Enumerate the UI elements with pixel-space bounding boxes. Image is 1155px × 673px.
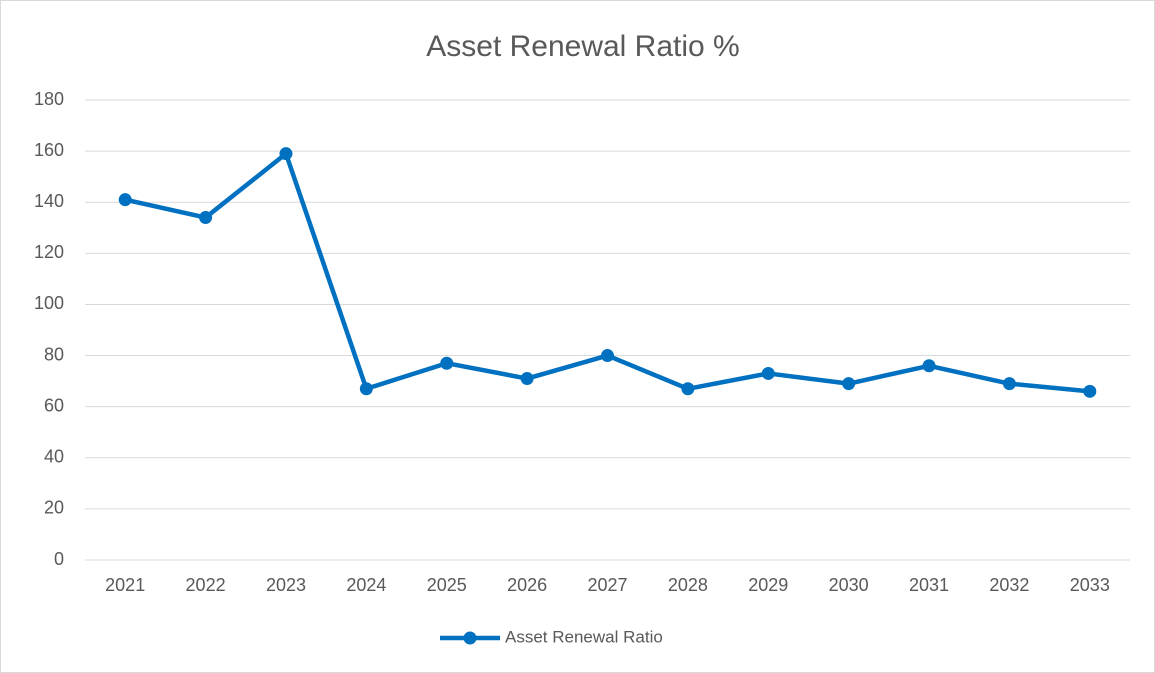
y-tick-label: 20 xyxy=(44,498,64,518)
x-tick-label: 2024 xyxy=(346,575,386,595)
data-point xyxy=(842,377,856,391)
x-tick-label: 2030 xyxy=(829,575,869,595)
legend-label: Asset Renewal Ratio xyxy=(505,627,663,646)
data-point xyxy=(601,349,614,363)
y-tick-label: 60 xyxy=(44,395,64,415)
chart-title: Asset Renewal Ratio % xyxy=(426,30,739,63)
x-tick-label: 2029 xyxy=(748,575,788,595)
data-point xyxy=(440,356,454,370)
legend-marker xyxy=(463,631,477,645)
y-tick-label: 40 xyxy=(44,447,64,467)
x-tick-label: 2031 xyxy=(909,575,949,595)
x-tick-label: 2022 xyxy=(186,575,226,595)
y-tick-label: 180 xyxy=(34,89,64,109)
data-point xyxy=(520,372,534,386)
y-tick-label: 140 xyxy=(34,191,64,211)
data-point xyxy=(922,359,936,373)
data-point xyxy=(359,382,373,396)
x-tick-label: 2028 xyxy=(668,575,708,595)
y-tick-label: 80 xyxy=(44,344,64,364)
x-tick-label: 2021 xyxy=(105,575,145,595)
data-point xyxy=(1083,384,1097,398)
y-tick-label: 120 xyxy=(34,242,64,262)
data-point xyxy=(118,193,132,207)
x-tick-label: 2023 xyxy=(266,575,306,595)
x-tick-label: 2026 xyxy=(507,575,547,595)
data-point xyxy=(199,211,213,225)
data-point xyxy=(761,366,775,380)
data-point xyxy=(1002,377,1016,391)
x-tick-label: 2033 xyxy=(1070,575,1110,595)
y-tick-label: 160 xyxy=(34,140,64,160)
x-tick-label: 2027 xyxy=(587,575,627,595)
x-tick-label: 2032 xyxy=(989,575,1029,595)
data-point xyxy=(279,147,293,161)
y-tick-label: 100 xyxy=(34,293,64,313)
x-tick-label: 2025 xyxy=(427,575,467,595)
y-tick-label: 0 xyxy=(54,549,64,569)
data-point xyxy=(681,382,695,396)
